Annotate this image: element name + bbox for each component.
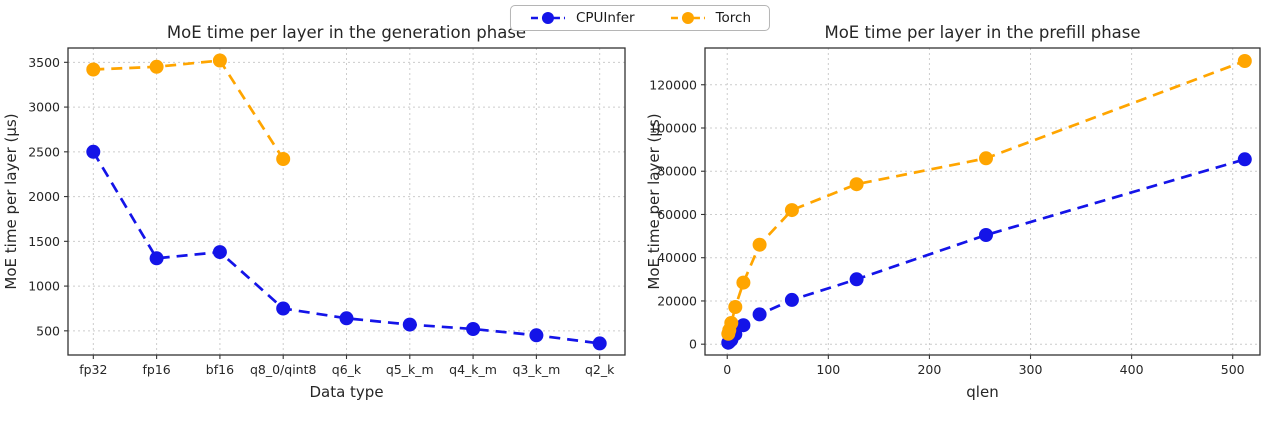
torch-data-point (784, 203, 799, 218)
cpuinfer-data-point (529, 328, 544, 343)
cpuinfer-data-point (592, 336, 607, 351)
x-tick-label: q4_k_m (449, 362, 497, 377)
x-tick-label: 0 (723, 362, 731, 377)
torch-data-point (149, 59, 164, 74)
torch-data-point (276, 152, 291, 166)
y-tick-label: 40000 (657, 250, 697, 265)
y-tick-label: 1000 (28, 279, 60, 294)
torch-data-point (86, 62, 101, 77)
cpuinfer-data-point (1237, 152, 1252, 167)
cpuinfer-data-point (276, 301, 291, 316)
cpuinfer-data-point (86, 144, 101, 159)
torch-data-point (849, 177, 864, 192)
plot-border (704, 47, 1261, 356)
cpuinfer-data-point (849, 272, 864, 287)
torch-data-point (728, 300, 743, 314)
x-tick-label: q3_k_m (512, 362, 560, 377)
legend-item-torch: Torch (669, 10, 751, 26)
legend-label-torch: Torch (715, 10, 752, 26)
y-tick-label: 3000 (28, 100, 60, 115)
prefill-phase-chart: 0 20000 40000 60000 80000 100000 120000 0 100 200… (645, 23, 1261, 401)
y-tick-label: 2500 (28, 144, 60, 159)
cpuinfer-series-line (727, 158, 1246, 344)
torch-data-point (1237, 54, 1252, 68)
chart-legend: CPUInfer Torch (509, 5, 771, 31)
y-tick-label: 80000 (657, 164, 697, 179)
y-tick-label: 3500 (28, 55, 60, 70)
y-tick-label: 100000 (649, 120, 697, 135)
torch-data-point (212, 53, 227, 68)
cpuinfer-data-point (736, 318, 751, 333)
cpuinfer-data-point (466, 322, 481, 336)
legend-item-cpuinfer: CPUInfer (529, 10, 635, 26)
cpuinfer-data-point (752, 307, 767, 322)
x-tick-label: q8_0/qint8 (250, 362, 317, 377)
legend-label-cpuinfer: CPUInfer (575, 10, 635, 26)
x-tick-label: 400 (1120, 362, 1144, 377)
y-tick-label: 1500 (28, 234, 60, 249)
y-tick-label: 2000 (28, 189, 60, 204)
cpuinfer-data-point (402, 317, 417, 332)
x-tick-label: 300 (1019, 362, 1043, 377)
cpuinfer-line-swatch (530, 12, 565, 24)
cpuinfer-data-point (339, 311, 354, 326)
torch-data-point (752, 237, 767, 252)
torch-swatch-marker (681, 12, 694, 24)
y-tick-label: 60000 (657, 207, 697, 222)
chart-title: MoE time per layer in the generation pha… (167, 23, 526, 42)
chart-title: MoE time per layer in the prefill phase (824, 23, 1140, 42)
torch-data-point (724, 316, 739, 330)
x-axis-label: Data type (309, 383, 383, 401)
y-axis-label: MoE time per layer (µs) (645, 113, 663, 289)
x-tick-label: q2_k (585, 362, 615, 377)
cpuinfer-data-point (784, 292, 799, 307)
y-tick-label: 20000 (657, 293, 697, 308)
torch-series-line (726, 59, 1246, 335)
x-tick-label: q5_k_m (386, 362, 434, 377)
torch-data-point (736, 275, 751, 290)
y-axis-label: MoE time per layer (µs) (2, 113, 20, 289)
x-tick-label: fp32 (79, 362, 107, 377)
cpuinfer-data-point (149, 251, 164, 266)
cpuinfer-data-point (979, 228, 993, 242)
y-tick-label: 120000 (649, 77, 697, 92)
x-tick-label: q6_k (332, 362, 362, 377)
x-tick-label: fp16 (142, 362, 170, 377)
x-axis-label: qlen (966, 383, 998, 401)
torch-line-swatch (670, 12, 705, 24)
x-tick-label: bf16 (206, 362, 234, 377)
torch-data-point (979, 151, 993, 166)
generation-phase-chart: 500 1000 1500 2000 2500 3000 3500 fp32 fp16 bf16 q… (2, 23, 626, 401)
x-tick-label: 200 (917, 362, 941, 377)
x-tick-label: 100 (816, 362, 840, 377)
cpuinfer-series-line (92, 151, 600, 345)
y-tick-label: 0 (689, 337, 697, 352)
cpuinfer-data-point (212, 245, 227, 260)
x-tick-label: 500 (1221, 362, 1245, 377)
cpuinfer-swatch-marker (541, 12, 554, 24)
torch-series-line (93, 59, 285, 160)
y-tick-label: 500 (36, 323, 60, 338)
